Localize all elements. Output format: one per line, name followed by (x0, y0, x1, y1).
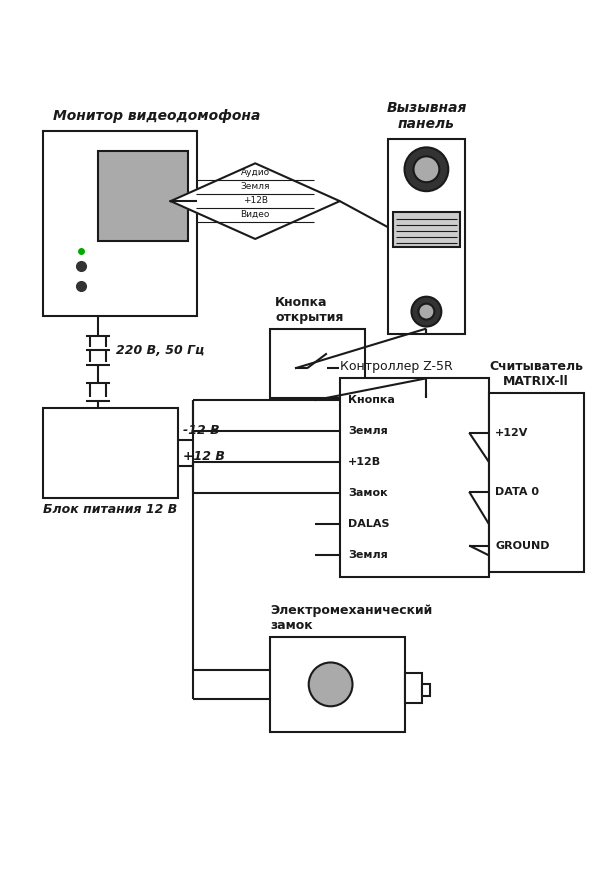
Text: -12 В: -12 В (182, 424, 219, 437)
Bar (98, 151, 188, 241)
Bar (270, 329, 365, 398)
Circle shape (404, 147, 448, 191)
Bar (43, 131, 197, 315)
Text: Блок питания 12 В: Блок питания 12 В (43, 503, 178, 516)
Circle shape (412, 297, 442, 327)
Circle shape (309, 662, 353, 706)
Bar (489, 393, 584, 573)
Text: +12В: +12В (348, 457, 381, 467)
Text: Видео: Видео (241, 210, 270, 219)
Bar (43, 408, 178, 498)
Circle shape (418, 304, 434, 320)
Bar (404, 673, 422, 703)
Text: +12V: +12V (495, 428, 529, 438)
Text: Земля: Земля (348, 551, 388, 560)
Text: Аудио: Аудио (241, 169, 270, 178)
Circle shape (413, 156, 439, 182)
Bar (340, 378, 489, 577)
Text: Вызывная
панель: Вызывная панель (386, 101, 467, 131)
Text: 220 В, 50 Гц: 220 В, 50 Гц (116, 344, 204, 357)
Text: GROUND: GROUND (495, 541, 550, 551)
Text: Контроллер Z-5R: Контроллер Z-5R (340, 361, 452, 373)
Text: DALAS: DALAS (348, 519, 389, 529)
Bar (388, 139, 465, 334)
Bar (270, 637, 404, 732)
Bar (422, 684, 430, 695)
Text: Кнопка
открытия: Кнопка открытия (275, 296, 343, 323)
Text: Электромеханический
замок: Электромеханический замок (270, 604, 433, 632)
Bar (392, 212, 460, 247)
Text: Земля: Земля (348, 426, 388, 436)
Text: Монитор видеодомофона: Монитор видеодомофона (53, 109, 260, 123)
Text: Кнопка: Кнопка (348, 395, 395, 405)
Text: DATA 0: DATA 0 (495, 487, 539, 496)
Text: +12 В: +12 В (182, 450, 224, 464)
Polygon shape (170, 163, 340, 239)
Text: Земля: Земля (241, 182, 270, 191)
Text: +12В: +12В (243, 196, 268, 205)
Text: Считыватель
MATRIX-ll: Считыватель MATRIX-ll (489, 361, 583, 388)
Text: Замок: Замок (348, 488, 388, 498)
